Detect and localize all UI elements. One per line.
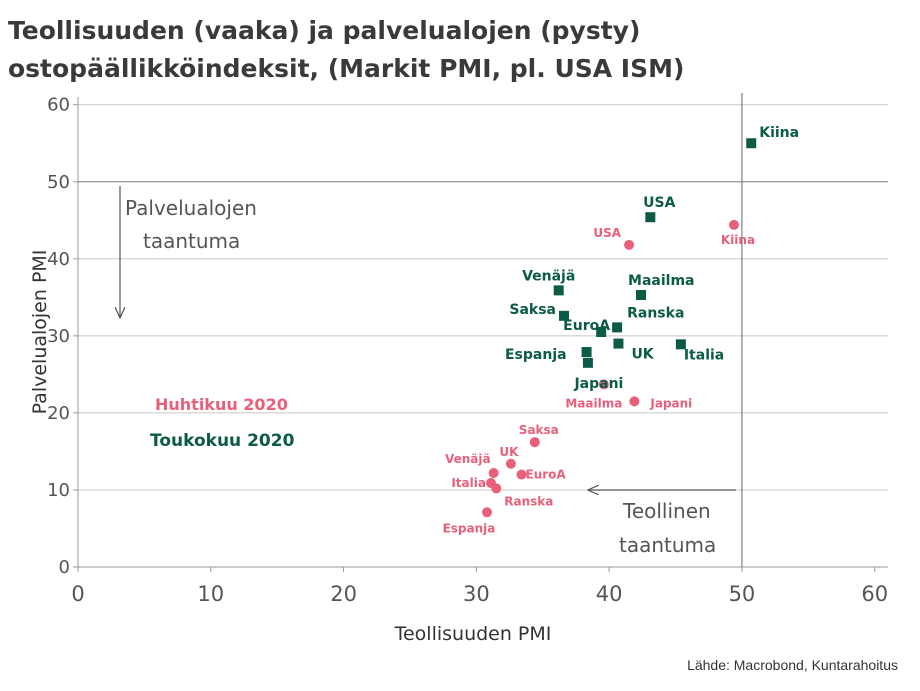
- point-japani-1: [582, 357, 593, 368]
- point-ranska-1: [612, 322, 623, 333]
- annotation-services-line-1: Palvelualojen: [125, 196, 257, 220]
- point-uk-1: [613, 338, 624, 349]
- x-tick-label-30: 30: [463, 582, 490, 606]
- x-tick-label-50: 50: [729, 582, 756, 606]
- point-label-espanja-1: Espanja: [505, 347, 567, 363]
- point-uk-0: [505, 458, 516, 469]
- point-label-ranska-1: Ranska: [627, 305, 684, 321]
- point-saksa-1: [559, 310, 569, 321]
- data-points: USA KiinaJapaniMaailmaSaksaUKEuroAVenäjäI…: [443, 125, 800, 535]
- point-label-italia-0: Italia: [451, 476, 486, 490]
- point-label-kiina-1: Kiina: [759, 125, 799, 141]
- x-tick-label-20: 20: [330, 582, 357, 606]
- point-usa-1: [645, 212, 656, 223]
- x-axis-title: Teollisuuden PMI: [394, 623, 552, 645]
- point-maailma-0: [598, 379, 609, 390]
- point-ranska-0: [491, 483, 502, 494]
- point-label-euroa-0: EuroA: [526, 468, 567, 482]
- axes: 0 10 20 30 40 50 60 0 10 20 30 40 50 60 Teollisuuden P…: [29, 93, 888, 645]
- point-kiina-1: [746, 138, 757, 149]
- point-label-uk-0: UK: [499, 445, 519, 459]
- point-venaja-0: [488, 468, 499, 478]
- point-usa-0: [624, 239, 635, 250]
- point-label-japani-0: Japani: [649, 396, 692, 410]
- annotation-industry-line-2: taantuma: [619, 533, 716, 557]
- annotation-services-line-2: taantuma: [143, 229, 240, 253]
- point-label-saksa-0: Saksa: [519, 423, 559, 437]
- x-tick-label-0: 0: [71, 582, 84, 606]
- point-label-saksa-1: Saksa: [509, 302, 556, 318]
- legend-april: Huhtikuu 2020: [155, 395, 288, 414]
- annotation-industry-line-1: Teollinen: [622, 499, 711, 523]
- annotations: Palvelualojen taantuma Teollinen taantuma: [120, 186, 736, 557]
- chart-title-line-1: Teollisuuden (vaaka) ja palvelualojen (p…: [8, 16, 641, 45]
- source-note: Lähde: Macrobond, Kuntarahoitus: [687, 657, 898, 673]
- point-euroa-0: [516, 469, 527, 480]
- y-tick-label-0: 0: [59, 557, 70, 578]
- y-tick-label-10: 10: [47, 480, 70, 501]
- point-maailma-1: [636, 290, 647, 301]
- point-euroa-1: [596, 327, 607, 337]
- point-saksa-0: [529, 437, 540, 448]
- chart-title-line-2: ostopäällikköindeksit, (Markit PMI, pl. …: [8, 54, 685, 83]
- point-japani-0: [629, 396, 640, 407]
- point-label-maailma-0: Maailma: [565, 396, 622, 410]
- point-label-ranska-0: Ranska: [504, 494, 553, 508]
- y-tick-label-20: 20: [47, 403, 70, 424]
- point-label-euroa-1: EuroA: [563, 318, 610, 334]
- y-tick-label-60: 60: [47, 95, 70, 116]
- y-tick-label-30: 30: [47, 326, 70, 347]
- x-tick-label-60: 60: [861, 582, 888, 606]
- point-label-japani-1: Japani: [573, 376, 623, 392]
- y-tick-label-40: 40: [47, 249, 70, 270]
- point-label-kiina-0: Kiina: [721, 233, 755, 247]
- x-tick-label-40: 40: [596, 582, 623, 606]
- chart-title: Teollisuuden (vaaka) ja palvelualojen (p…: [8, 12, 908, 88]
- point-label-espanja-0: Espanja: [443, 521, 496, 535]
- point-label-usa-1: USA: [643, 195, 675, 211]
- point-italia-1: [675, 339, 686, 350]
- y-tick-label-50: 50: [47, 172, 70, 193]
- legend-may: Toukokuu 2020: [150, 431, 295, 451]
- point-label-italia-1: Italia: [684, 347, 724, 363]
- point-label-uk-1: UK: [631, 347, 654, 363]
- point-espanja-0: [481, 507, 492, 518]
- legend: Huhtikuu 2020 Toukokuu 2020: [150, 395, 295, 451]
- series-may: Kiina USA Maailma Venäjä Saksa EuroA Ranska UK I…: [505, 125, 799, 392]
- x-tick-label-10: 10: [197, 582, 224, 606]
- point-label-venaja-0: Venäjä: [445, 452, 491, 466]
- y-axis-title: Palvelualojen PMI: [29, 250, 51, 415]
- point-label-venaja-1: Venäjä: [522, 268, 575, 284]
- point-venaja-1: [553, 285, 564, 296]
- series-april: USA KiinaJapaniMaailmaSaksaUKEuroAVenäjäI…: [443, 219, 755, 535]
- point-label-maailma-1: Maailma: [628, 273, 694, 289]
- point-label-usa-0: USA: [593, 226, 621, 240]
- point-espanja-1: [581, 347, 592, 358]
- point-kiina-0: [728, 219, 739, 230]
